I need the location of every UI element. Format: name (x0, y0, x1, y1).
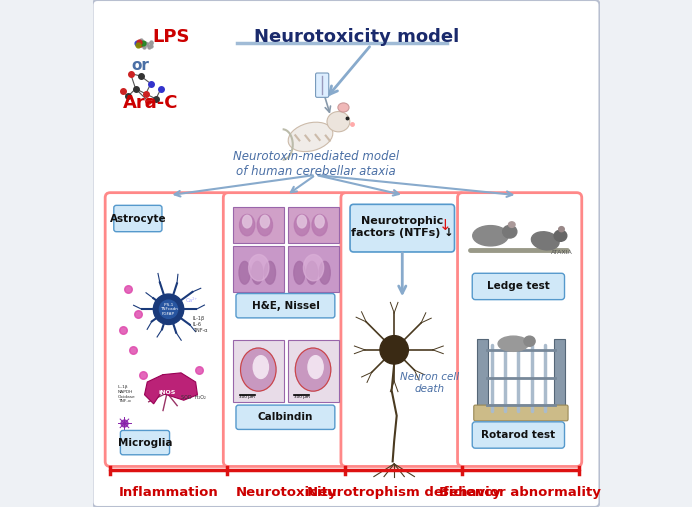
FancyBboxPatch shape (93, 0, 599, 507)
Ellipse shape (241, 348, 276, 391)
Circle shape (380, 336, 408, 364)
Ellipse shape (298, 215, 307, 228)
Ellipse shape (524, 336, 535, 346)
Polygon shape (145, 373, 197, 404)
Text: ↓: ↓ (439, 218, 451, 233)
FancyBboxPatch shape (113, 205, 162, 232)
Ellipse shape (554, 230, 567, 241)
Text: Behavior abnormality: Behavior abnormality (439, 486, 601, 499)
Ellipse shape (531, 232, 559, 250)
Ellipse shape (303, 255, 324, 281)
FancyArrowPatch shape (291, 176, 313, 192)
Ellipse shape (294, 214, 309, 236)
FancyBboxPatch shape (472, 273, 565, 300)
FancyBboxPatch shape (105, 193, 229, 466)
FancyBboxPatch shape (236, 405, 335, 429)
FancyBboxPatch shape (224, 193, 347, 466)
FancyBboxPatch shape (120, 430, 170, 455)
FancyBboxPatch shape (472, 422, 565, 448)
Ellipse shape (308, 355, 323, 378)
Text: Neurotoxicity: Neurotoxicity (235, 486, 337, 499)
Text: Calbindin: Calbindin (258, 412, 313, 422)
Ellipse shape (243, 215, 252, 228)
FancyArrowPatch shape (318, 175, 399, 196)
Ellipse shape (315, 215, 324, 228)
Ellipse shape (239, 262, 251, 284)
Ellipse shape (558, 227, 564, 232)
FancyBboxPatch shape (288, 340, 339, 402)
Ellipse shape (473, 226, 508, 246)
Text: IL-1β
NAPDH
Oxidase
TNF-α: IL-1β NAPDH Oxidase TNF-α (118, 385, 136, 403)
FancyBboxPatch shape (477, 339, 488, 417)
Text: Neurotrophic
factors (NTFs) ↓: Neurotrophic factors (NTFs) ↓ (351, 216, 453, 238)
FancyArrowPatch shape (318, 175, 512, 197)
Text: ATAXIA: ATAXIA (551, 250, 572, 255)
Text: Ara-C: Ara-C (123, 94, 179, 112)
FancyArrowPatch shape (174, 175, 313, 197)
Text: Inflammation: Inflammation (118, 486, 219, 499)
FancyBboxPatch shape (233, 340, 284, 402)
Ellipse shape (288, 122, 333, 152)
Ellipse shape (264, 262, 275, 284)
Ellipse shape (338, 103, 349, 112)
Ellipse shape (257, 214, 273, 236)
Text: Ledge test: Ledge test (487, 281, 549, 292)
FancyBboxPatch shape (554, 339, 565, 417)
FancyArrowPatch shape (329, 47, 370, 94)
Ellipse shape (509, 222, 515, 227)
Text: IL-1β
IL-6
TNF-α: IL-1β IL-6 TNF-α (193, 316, 208, 333)
FancyBboxPatch shape (233, 207, 284, 243)
Ellipse shape (312, 214, 327, 236)
Text: IPS-1
TNFcadn
FGFAP: IPS-1 TNFcadn FGFAP (160, 303, 177, 316)
Text: Neurotoxicity model: Neurotoxicity model (253, 28, 459, 46)
Text: Neuron cell
death: Neuron cell death (400, 372, 459, 393)
FancyBboxPatch shape (350, 204, 455, 252)
Ellipse shape (253, 355, 268, 378)
Ellipse shape (502, 225, 517, 238)
Ellipse shape (295, 348, 331, 391)
Text: 300 μm: 300 μm (239, 395, 255, 399)
Text: Neurotoxin-mediated model
of human cerebellar ataxia: Neurotoxin-mediated model of human cereb… (233, 150, 399, 177)
Circle shape (154, 294, 184, 324)
FancyBboxPatch shape (474, 405, 568, 421)
Ellipse shape (239, 214, 255, 236)
FancyBboxPatch shape (341, 193, 465, 466)
FancyBboxPatch shape (233, 246, 284, 292)
Ellipse shape (248, 255, 269, 281)
Text: or: or (131, 58, 149, 74)
Text: 300 μm: 300 μm (294, 395, 310, 399)
Text: iNOS: iNOS (158, 390, 176, 395)
FancyArrowPatch shape (399, 252, 406, 293)
FancyBboxPatch shape (236, 294, 335, 318)
Circle shape (159, 300, 178, 318)
Ellipse shape (252, 262, 263, 284)
Ellipse shape (260, 215, 269, 228)
Text: LPS: LPS (152, 28, 190, 46)
FancyBboxPatch shape (288, 246, 339, 292)
Ellipse shape (319, 262, 330, 284)
Text: Ca²⁺: Ca²⁺ (185, 298, 197, 303)
Text: Microglia: Microglia (118, 438, 172, 448)
Text: Neurotrophism deficiency: Neurotrophism deficiency (307, 486, 501, 499)
Text: H&E, Nissel: H&E, Nissel (252, 301, 320, 311)
Ellipse shape (498, 336, 529, 351)
Text: Rotarod test: Rotarod test (482, 430, 556, 440)
FancyBboxPatch shape (288, 207, 339, 243)
Ellipse shape (294, 262, 305, 284)
FancyBboxPatch shape (457, 193, 582, 466)
Ellipse shape (327, 112, 349, 132)
FancyBboxPatch shape (316, 73, 329, 97)
Ellipse shape (307, 262, 318, 284)
Text: Astrocyte: Astrocyte (109, 213, 166, 224)
Text: SOD  H₂O₂: SOD H₂O₂ (181, 395, 206, 401)
